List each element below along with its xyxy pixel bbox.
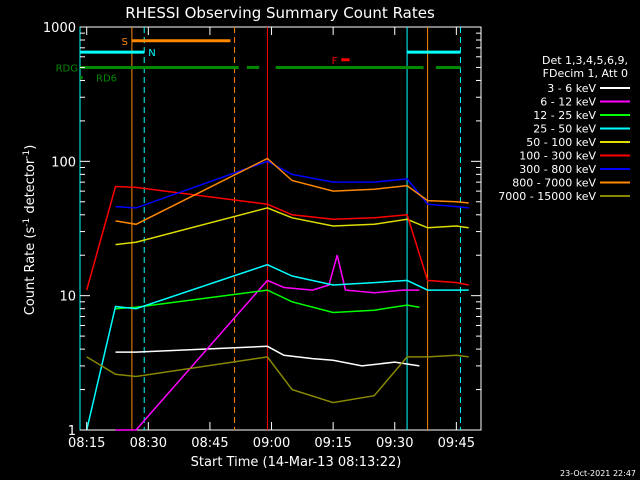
legend-label-5: 100 - 300 keV xyxy=(519,150,596,163)
legend-label-0: 3 - 6 keV xyxy=(547,82,596,95)
x-tick-label-3: 09:00 xyxy=(253,436,290,451)
legend-label-2: 12 - 25 keV xyxy=(533,109,596,122)
legend-label-4: 50 - 100 keV xyxy=(526,136,596,149)
y-axis-label-sup2: -1 xyxy=(22,150,32,159)
x-tick-label-1: 08:30 xyxy=(130,436,167,451)
y-axis-ticks: 1 10 100 1000 xyxy=(43,21,481,439)
series-line-7 xyxy=(115,157,469,226)
legend-label-6: 300 - 800 keV xyxy=(519,163,596,176)
x-tick-label-0: 08:15 xyxy=(68,436,105,451)
y-tick-label-3: 1000 xyxy=(43,21,76,36)
y-axis-label-part3: ) xyxy=(23,145,38,150)
legend-label-3: 25 - 50 keV xyxy=(533,123,596,136)
series-line-4 xyxy=(115,207,469,246)
series-lines xyxy=(85,157,469,431)
series-line-2 xyxy=(115,289,420,314)
series-line-3 xyxy=(85,263,469,431)
series-line-1 xyxy=(115,255,420,431)
x-tick-label-4: 09:15 xyxy=(314,436,351,451)
y-axis-label: Count Rate (s-1 detector-1) xyxy=(22,145,38,316)
status-bar-label-rd6: RD6 xyxy=(96,74,117,85)
x-tick-label-5: 09:30 xyxy=(376,436,413,451)
legend-label-1: 6 - 12 keV xyxy=(540,96,596,109)
status-bar-label-f: F xyxy=(332,56,338,67)
y-tick-label-2: 100 xyxy=(51,155,76,170)
legend-header-line2: FDecim 1, Att 0 xyxy=(543,67,628,80)
x-tick-label-6: 09:45 xyxy=(438,436,475,451)
legend-label-8: 7000 - 15000 keV xyxy=(498,190,596,203)
y-axis-label-sup1: -1 xyxy=(22,218,32,227)
y-tick-label-1: 10 xyxy=(59,290,76,305)
series-line-8 xyxy=(86,354,469,404)
status-bar-label-rdg: RDG xyxy=(56,63,78,74)
x-axis-label: Start Time (14-Mar-13 08:13:22) xyxy=(191,455,402,470)
chart-title: RHESSI Observing Summary Count Rates xyxy=(125,4,435,22)
legend: Det 1,3,4,5,6,9, FDecim 1, Att 0 3 - 6 k… xyxy=(498,54,630,203)
series-line-5 xyxy=(85,185,469,291)
status-bar-label-n: N xyxy=(148,48,155,59)
x-tick-label-2: 08:45 xyxy=(191,436,228,451)
legend-header-line1: Det 1,3,4,5,6,9, xyxy=(542,54,628,67)
y-axis-label-part1: Count Rate (s xyxy=(23,227,38,316)
series-line-6 xyxy=(115,160,469,209)
status-bar-label-s: S xyxy=(122,37,128,48)
series-line-0 xyxy=(115,345,420,367)
timestamp: 23-Oct-2021 22:47 xyxy=(560,469,636,478)
status-bars: S N F RDG RD6 xyxy=(56,37,461,85)
y-axis-label-part2: detector xyxy=(23,158,38,218)
y-tick-label-0: 1 xyxy=(68,424,76,439)
x-axis-ticks: 08:15 08:30 08:45 09:00 09:15 09:30 09:45 xyxy=(68,27,475,451)
legend-label-7: 800 - 7000 keV xyxy=(512,177,596,190)
plot-area: S N F RDG RD6 08:15 08:30 08:45 09:00 09:15 09:30… xyxy=(43,21,482,451)
